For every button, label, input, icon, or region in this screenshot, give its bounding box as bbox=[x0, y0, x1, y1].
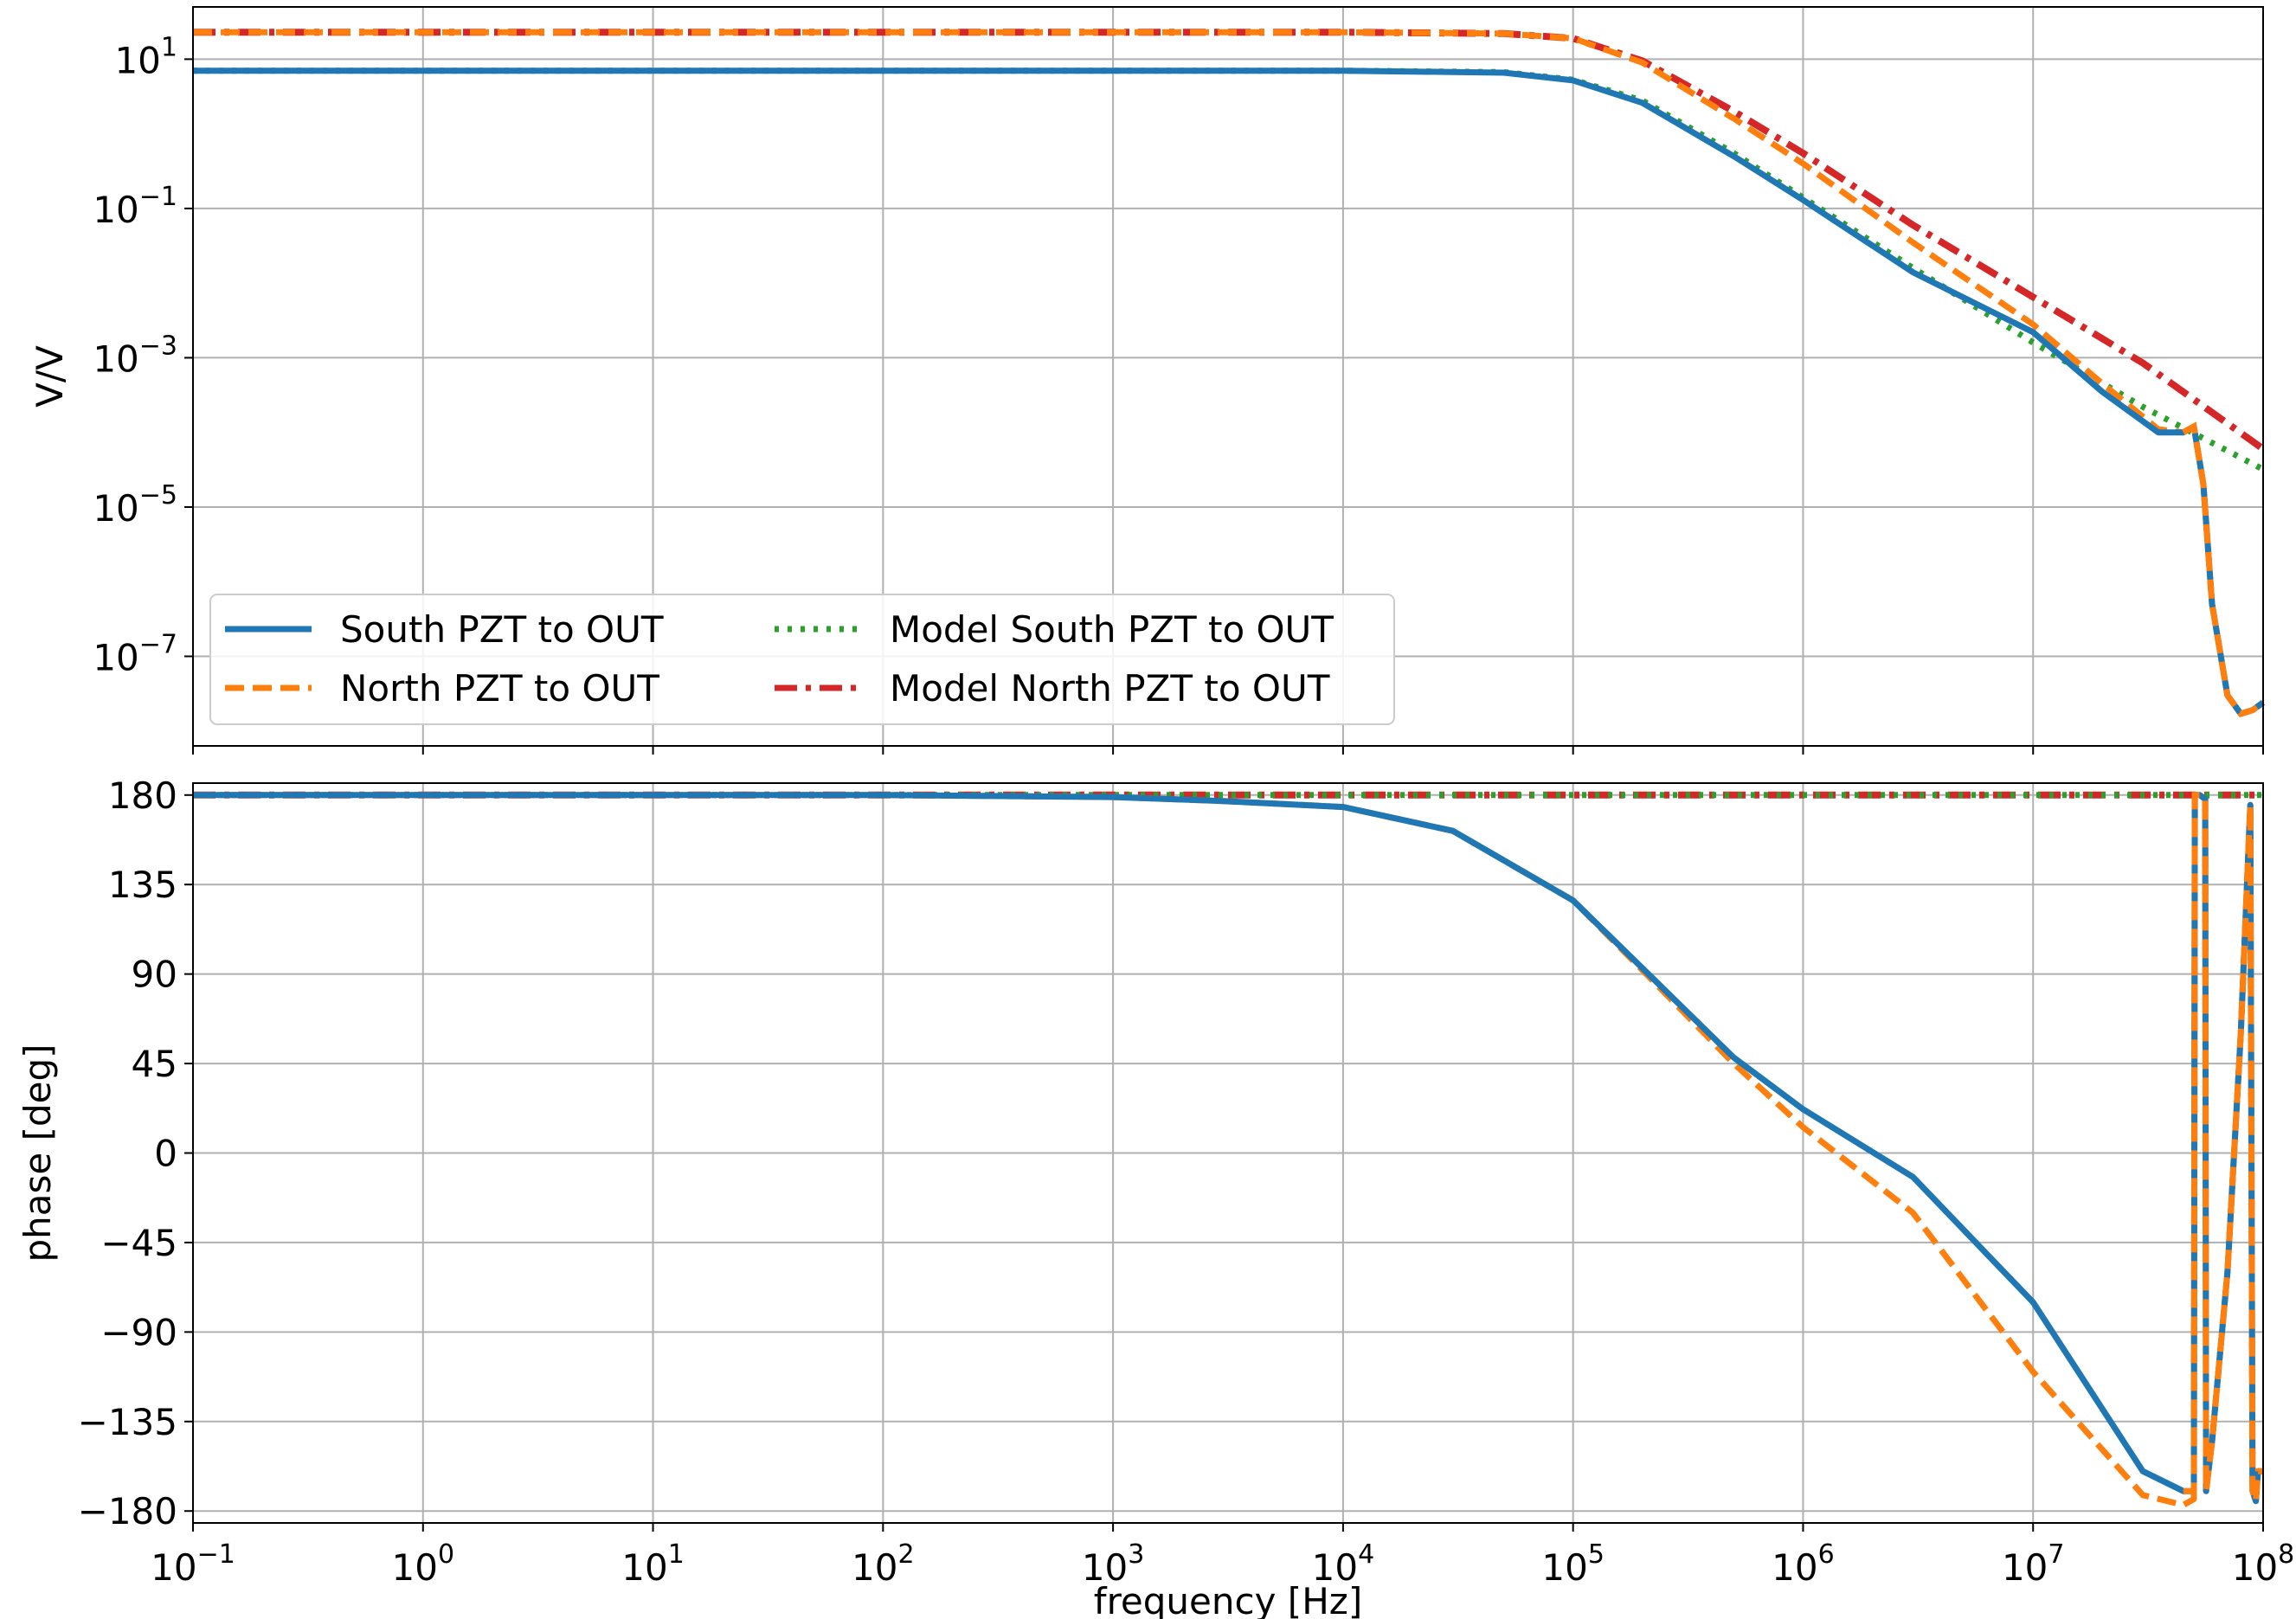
series-overlay-north-pzt-to-out bbox=[2183, 792, 2263, 1502]
magnitude-y-tick-label: 101 bbox=[114, 32, 177, 81]
magnitude-tick-labels: 101 10−1 10−3 10−5 10−7 bbox=[93, 32, 2264, 755]
x-tick-label: 103 bbox=[1082, 1539, 1145, 1589]
phase-y-tick-label: −135 bbox=[78, 1401, 177, 1443]
legend-label: North PZT to OUT bbox=[340, 667, 659, 710]
magnitude-y-tick-label: 10−7 bbox=[93, 629, 177, 678]
phase-y-tick-label: 180 bbox=[108, 774, 177, 817]
phase-y-tick-label: 90 bbox=[132, 954, 177, 996]
phase-y-tick-label: 45 bbox=[132, 1043, 177, 1085]
legend-label: Model South PZT to OUT bbox=[890, 608, 1334, 651]
x-tick-label: 108 bbox=[2232, 1539, 2295, 1589]
phase-series bbox=[193, 791, 2263, 1508]
magnitude-plot-frame bbox=[192, 6, 2264, 747]
x-tick-label: 104 bbox=[1312, 1539, 1375, 1589]
magnitude-panel: South PZT to OUT Model South PZT to OUT No… bbox=[29, 6, 2266, 755]
phase-tick-labels: 10−1 100 101 102 103 104 105 106 107 108 180 135 90 4… bbox=[78, 774, 2295, 1589]
series-line-model-north-pzt-to-out bbox=[193, 29, 2266, 453]
phase-y-tick-label: −180 bbox=[78, 1490, 177, 1532]
magnitude-y-tick-label: 10−3 bbox=[93, 331, 177, 380]
magnitude-gridlines bbox=[192, 7, 2264, 746]
x-tick-label: 100 bbox=[392, 1539, 455, 1589]
x-tick-label: 10−1 bbox=[151, 1539, 235, 1589]
phase-y-tick-label: 135 bbox=[108, 864, 177, 906]
phase-y-tick-label: −90 bbox=[100, 1311, 177, 1353]
magnitude-y-tick-label: 10−1 bbox=[93, 182, 177, 231]
x-axis-label: frequency [Hz] bbox=[1094, 1580, 1362, 1619]
magnitude-y-tick-label: 10−5 bbox=[93, 480, 177, 530]
x-tick-label: 102 bbox=[852, 1539, 915, 1589]
phase-panel: 10−1 100 101 102 103 104 105 106 107 108 180 135 90 4… bbox=[16, 774, 2294, 1619]
x-tick-label: 105 bbox=[1541, 1539, 1605, 1589]
x-tick-label: 106 bbox=[1772, 1539, 1835, 1589]
magnitude-series bbox=[193, 29, 2266, 717]
legend-label: Model North PZT to OUT bbox=[890, 667, 1330, 710]
phase-y-axis-label: phase [deg] bbox=[16, 1044, 59, 1262]
series-overlay-north-pzt-to-out bbox=[2182, 421, 2266, 717]
phase-y-tick-label: −45 bbox=[100, 1222, 177, 1264]
phase-y-tick-label: 0 bbox=[154, 1133, 177, 1175]
x-tick-label: 101 bbox=[621, 1539, 685, 1589]
x-tick-label: 107 bbox=[2002, 1539, 2065, 1589]
legend: South PZT to OUT Model South PZT to OUT No… bbox=[209, 594, 1395, 725]
legend-box bbox=[209, 594, 1395, 725]
legend-label: South PZT to OUT bbox=[340, 608, 664, 651]
magnitude-y-axis-label: V/V bbox=[29, 345, 71, 408]
